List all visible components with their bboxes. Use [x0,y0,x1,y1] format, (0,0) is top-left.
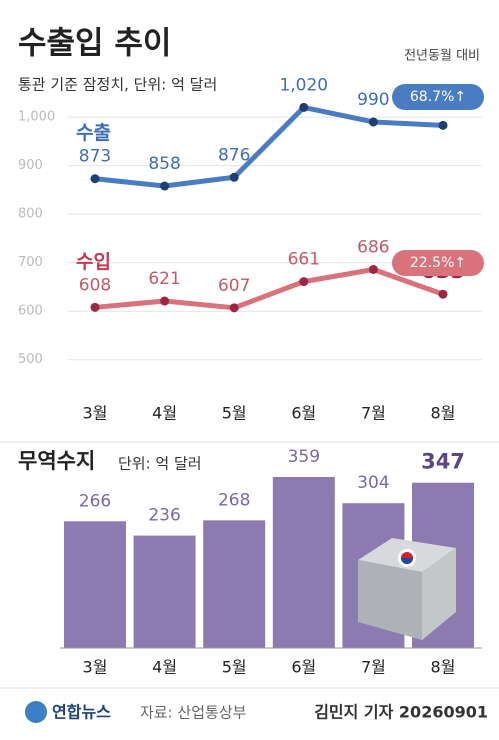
x-tick-label: 6월 [291,404,316,423]
value-label: 858 [148,154,180,174]
change-label: 68.7%↑ [410,89,466,105]
x-tick-label: 4월 [152,404,177,423]
x-tick-label: 5월 [222,658,247,677]
title: 수출입 추이 [18,26,171,62]
value-label: 873 [79,147,111,167]
series-line [94,104,444,189]
y-tick-label: 1,000 [18,110,55,125]
bar [203,520,266,648]
y-tick-label: 900 [18,158,43,173]
logo-icon [25,701,47,723]
container-illustration [358,538,456,640]
point [438,289,448,299]
point [90,174,100,184]
value-label: 359 [288,447,320,467]
bar [133,535,196,648]
bar [272,477,335,648]
value-label: 686 [357,237,389,257]
y-tick-label: 800 [18,207,43,222]
value-label: 990 [357,90,389,110]
point [299,277,309,287]
series-label: 수출 [76,122,111,144]
value-label: 236 [148,506,180,526]
y-tick-label: 500 [18,352,43,367]
x-tick-label: 4월 [152,658,177,677]
value-label: 608 [79,275,111,295]
point [160,296,170,306]
value-label: 876 [218,145,250,165]
value-label: 266 [79,491,111,511]
bar [64,521,126,648]
subtitle: 통관 기준 잠정치, 단위: 억 달러 [18,76,217,94]
y-tick-label: 600 [18,304,43,319]
point [299,102,309,112]
point [229,303,239,313]
series-label: 수입 [76,251,111,273]
value-label: 304 [357,473,389,493]
value-label: 1,020 [279,75,328,95]
credit: 김민지 기자 20260901 [314,703,488,722]
annotation: 전년동월 대비 [404,49,480,64]
value-label: 607 [218,276,250,296]
point [160,181,170,191]
x-tick-label: 7월 [361,658,386,677]
x-tick-label: 8월 [431,404,456,423]
point [90,302,100,312]
change-badge [392,84,484,110]
value-label: 347 [421,450,465,474]
bar-title: 무역수지 [18,449,95,473]
series-line [94,266,444,311]
bar-subtitle: 단위: 억 달러 [118,455,202,473]
change-badge [392,250,484,276]
point [368,117,378,127]
x-tick-label: 6월 [291,658,316,677]
y-tick-label: 700 [18,255,43,270]
point [368,264,378,274]
value-label: 661 [288,250,320,270]
logo: 연합뉴스 [52,703,111,722]
point [438,120,448,130]
x-tick-label: 3월 [83,404,108,423]
source: 자료: 산업통상부 [140,704,247,722]
value-label: 268 [218,490,250,510]
x-tick-label: 7월 [361,404,386,423]
x-tick-label: 3월 [83,658,108,677]
point [229,172,239,182]
x-tick-label: 5월 [222,404,247,423]
value-label: 621 [148,269,180,289]
x-tick-label: 8월 [431,658,456,677]
change-label: 22.5%↑ [410,255,466,271]
